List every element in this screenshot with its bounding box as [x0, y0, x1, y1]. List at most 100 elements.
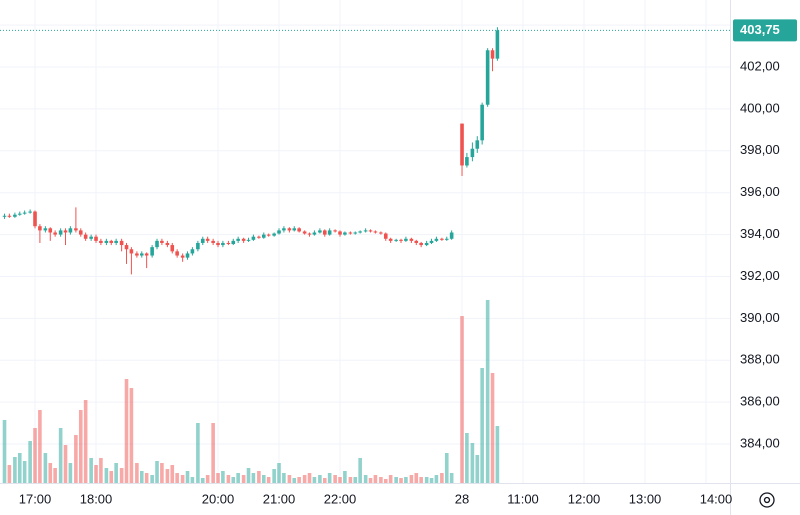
volume-bar: [185, 471, 190, 483]
volume-bar: [414, 473, 419, 483]
candle-body: [414, 240, 419, 243]
volume-bar: [348, 477, 353, 483]
volume-bar: [78, 410, 83, 483]
volume-bar: [266, 477, 271, 483]
candle-body: [119, 240, 124, 246]
volume-bar: [124, 379, 129, 483]
volume-bar: [83, 400, 88, 483]
volume-bar: [383, 479, 388, 483]
x-tick-label: 12:00: [568, 491, 601, 506]
y-tick-label: 390,00: [740, 310, 780, 325]
candle-body: [231, 240, 236, 245]
last-price-label: 403,75: [740, 22, 780, 37]
y-tick-label: 384,00: [740, 435, 780, 450]
candle-body: [48, 228, 53, 233]
volume-bar: [399, 478, 403, 483]
candle-body: [43, 228, 48, 231]
volume-bar: [155, 461, 159, 483]
candle-body: [200, 238, 205, 243]
candle-body: [185, 253, 190, 258]
y-tick-label: 396,00: [740, 184, 780, 199]
volume-bar: [282, 473, 286, 483]
candle-body: [444, 238, 449, 240]
y-tick-label: 386,00: [740, 394, 780, 409]
candle-body: [170, 245, 175, 252]
volume-bar: [429, 478, 434, 483]
volume-bar: [297, 477, 301, 483]
candle-body: [89, 236, 93, 239]
settings-icon[interactable]: [759, 492, 775, 508]
volume-bar: [196, 423, 200, 483]
candle-body: [150, 247, 154, 256]
candle-body: [58, 230, 63, 235]
candle-body: [104, 240, 109, 243]
volume-bar: [419, 477, 423, 483]
volume-bar: [17, 453, 22, 483]
volume-bar: [43, 453, 48, 483]
candle-body: [160, 240, 164, 243]
candle-body: [38, 226, 42, 231]
volume-bar: [175, 473, 179, 483]
candle-body: [333, 230, 337, 232]
x-tick-label: 13:00: [629, 491, 662, 506]
volume-bar: [343, 471, 347, 483]
candle-body: [363, 230, 368, 232]
volume-bar: [363, 475, 368, 483]
candle-body: [434, 238, 439, 241]
volume-bar: [114, 463, 118, 483]
volume-bar: [74, 435, 78, 483]
volume-bar: [58, 428, 63, 483]
volume-bar: [129, 388, 134, 483]
candle-body: [348, 232, 353, 234]
volume-bar: [28, 441, 32, 483]
candle-body: [297, 228, 301, 232]
candle-body: [53, 232, 57, 235]
volume-bar: [236, 473, 240, 483]
volume-bar: [434, 475, 439, 483]
volume-bar: [394, 477, 398, 483]
volume-bar: [475, 455, 480, 483]
volume-bar: [33, 428, 37, 483]
volume-bar: [13, 457, 17, 483]
candle-body: [322, 230, 327, 235]
volume-bar: [135, 463, 139, 483]
volume-bar: [485, 300, 490, 483]
candle-body: [261, 234, 266, 238]
candle-body: [205, 238, 210, 241]
candle-body: [211, 240, 215, 243]
volume-bar: [495, 426, 500, 483]
candle-body: [221, 242, 225, 246]
volume-bar: [368, 478, 373, 483]
x-tick-label: 20:00: [202, 491, 235, 506]
candle-body: [383, 233, 388, 239]
x-tick-label: 18:00: [80, 491, 113, 506]
candle-body: [465, 157, 469, 166]
candle-body: [7, 215, 12, 217]
last-price-box: [733, 19, 797, 42]
candle-body: [368, 230, 373, 232]
volume-bar: [180, 475, 185, 483]
candle-body: [74, 228, 78, 231]
gear-outline: [759, 492, 775, 508]
y-tick-label: 392,00: [740, 268, 780, 283]
volume-bar: [388, 475, 393, 483]
candle-body: [292, 228, 297, 231]
candle-body: [343, 232, 347, 235]
candle-body: [83, 234, 88, 239]
candle-body: [307, 233, 312, 235]
volume-bar: [404, 477, 408, 483]
candle-body: [155, 240, 159, 248]
y-tick-label: 388,00: [740, 352, 780, 367]
candle-body: [78, 230, 83, 235]
volume-bar: [144, 473, 149, 483]
candle-body: [480, 104, 484, 141]
volume-bar: [211, 423, 215, 483]
volume-bar: [318, 475, 322, 483]
x-tick-label: 11:00: [507, 491, 539, 506]
y-tick-label: 398,00: [740, 142, 780, 157]
volume-bar: [241, 475, 246, 483]
volume-bar: [440, 473, 444, 483]
candle-body: [236, 238, 240, 241]
candle-body: [180, 255, 185, 258]
